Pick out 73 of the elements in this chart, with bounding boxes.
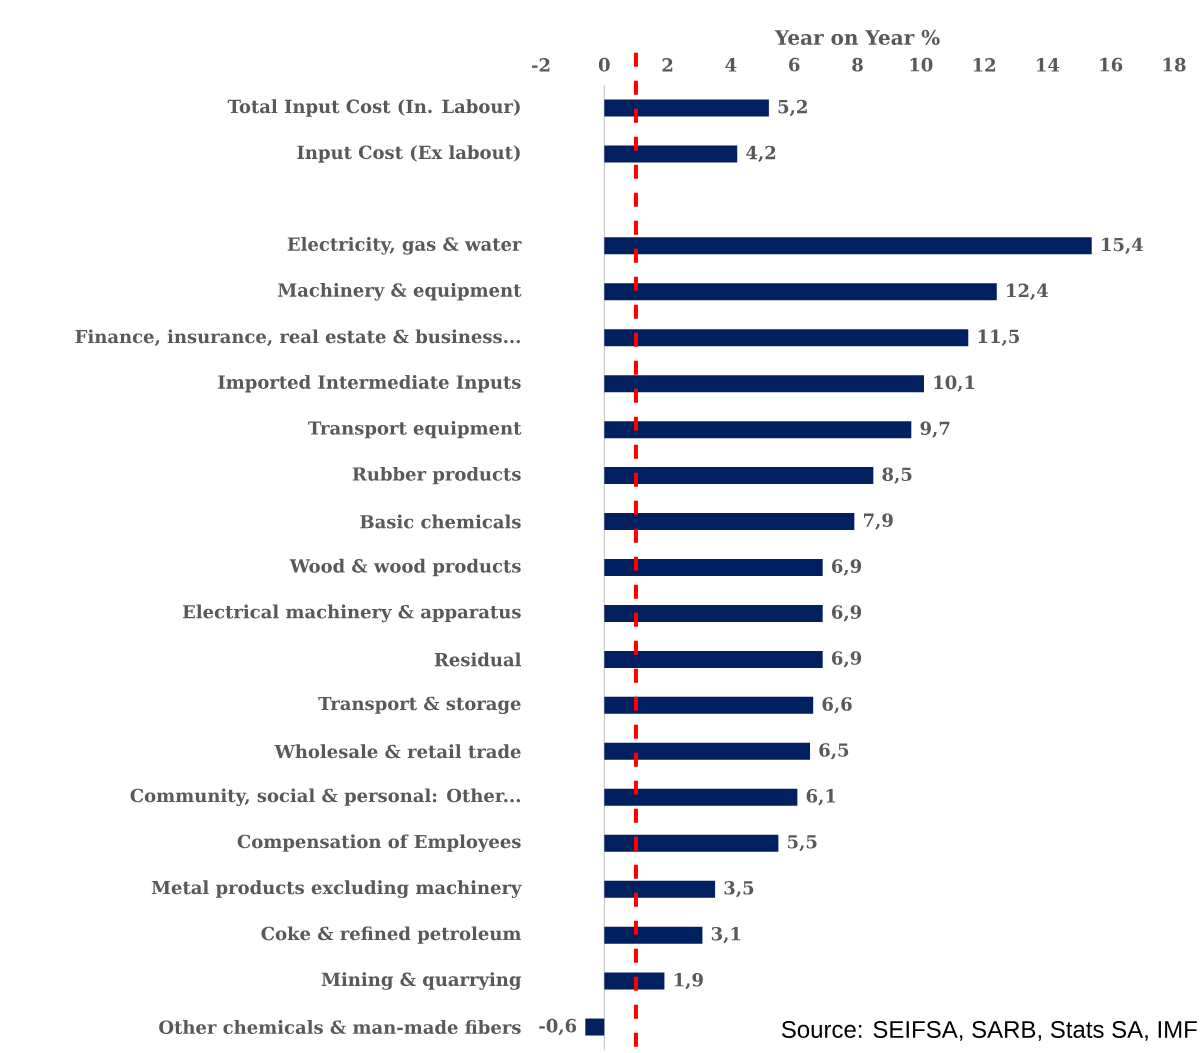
y-tick-label: Electricity, gas & water [287, 237, 522, 255]
bar [604, 650, 823, 668]
x-tick-label: 10 [910, 57, 933, 72]
x-tick-label: 8 [852, 57, 863, 72]
y-tick-label: Transport & storage [318, 696, 521, 715]
y-tick-label: Electrical machinery & apparatus [182, 604, 521, 623]
bar [604, 421, 912, 439]
data-label: 3,5 [724, 881, 754, 898]
y-tick-label: Finance, insurance, real estate & business... [75, 329, 520, 347]
data-label: 6,5 [819, 743, 849, 760]
y-tick-label: Rubber products [352, 466, 521, 485]
bar [604, 513, 855, 531]
x-tick-label: 6 [789, 57, 800, 72]
data-label: 6,9 [832, 559, 862, 576]
bar [604, 99, 769, 117]
data-label: 9,7 [920, 421, 950, 438]
data-label: 6,9 [832, 651, 862, 668]
y-tick-label: Coke & refined petroleum [261, 926, 522, 944]
y-tick-label: Imported Intermediate Inputs [218, 374, 521, 393]
data-label: 11,5 [978, 329, 1019, 346]
y-tick-label: Compensation of Employees [237, 834, 521, 853]
y-tick-label: Community, social & personal: Other... [130, 788, 521, 807]
bar [604, 375, 924, 393]
x-tick-label: 16 [1100, 57, 1123, 72]
data-label: 7,9 [863, 513, 893, 530]
data-label: 1,9 [674, 972, 703, 990]
data-label: 15,4 [1102, 237, 1144, 254]
y-tick-label: Transport equipment [308, 420, 522, 439]
bar [604, 788, 798, 806]
annotation: Source: SEIFSA, SARB, Stats SA, IMF [781, 1020, 1197, 1041]
data-label: 6,6 [822, 697, 852, 714]
bar [604, 329, 969, 347]
data-label: 8,5 [882, 467, 912, 484]
data-label: -0,6 [539, 1018, 577, 1036]
x-tick-label: 4 [725, 58, 737, 72]
y-tick-label: Wood & wood products [289, 558, 521, 577]
bar [604, 559, 823, 577]
data-label: 10,1 [934, 375, 975, 392]
bar [604, 926, 703, 944]
y-tick-label: Other chemicals & man-made fibers [159, 1020, 521, 1034]
data-label: 3,1 [711, 926, 741, 944]
y-tick-label: Input Cost (Ex labout) [297, 145, 520, 163]
bar [604, 696, 814, 714]
bar [604, 283, 997, 301]
bar [585, 1018, 605, 1036]
bar [604, 237, 1092, 255]
bar [604, 145, 738, 163]
y-tick-label: Mining & quarrying [321, 972, 522, 990]
bar [604, 880, 716, 898]
bar [604, 604, 823, 622]
bar [604, 972, 665, 990]
data-label: 6,1 [806, 789, 836, 806]
data-label: 6,9 [832, 605, 862, 622]
data-label: 12,4 [1007, 283, 1049, 300]
x-axis-title: Year on Year % [774, 29, 940, 45]
y-tick-label: Wholesale & retail trade [274, 744, 521, 759]
bar [604, 834, 779, 852]
data-label: 4,2 [746, 145, 776, 163]
bar [604, 467, 874, 485]
x-tick-label: 18 [1163, 57, 1186, 72]
data-label: 5,2 [778, 99, 807, 117]
x-tick-label: 0 [598, 57, 610, 72]
y-tick-label: Metal products excluding machinery [151, 880, 522, 899]
x-tick-label: 12 [973, 58, 996, 72]
x-tick-label: 14 [1037, 58, 1060, 72]
x-tick-label: -2 [531, 58, 550, 72]
bar [604, 742, 811, 760]
y-tick-label: Residual [434, 652, 522, 667]
y-tick-label: Total Input Cost (In. Labour) [227, 99, 520, 117]
y-tick-label: Basic chemicals [360, 514, 521, 529]
data-label: 5,5 [788, 835, 817, 852]
y-tick-label: Machinery & equipment [278, 282, 522, 301]
x-tick-label: 2 [662, 58, 673, 72]
